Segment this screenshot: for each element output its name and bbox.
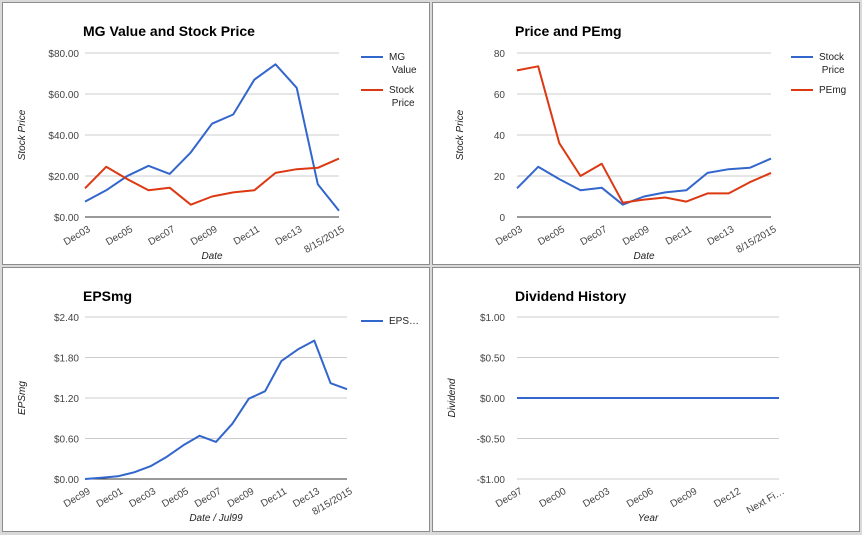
dividend-history-y-tick-label: $0.00 [480, 394, 505, 405]
price-and-pemg-legend-label: PEmg [819, 85, 846, 96]
mg-value-and-stock-price-y-tick-label: $0.00 [54, 213, 79, 224]
mg-value-and-stock-price-y-tick-label: $80.00 [48, 49, 79, 60]
chart-panel-mg-value: MG Value and Stock Price $80.00 $60.00 $40.… [2, 2, 430, 265]
chart-dividend-svg: Dividend History $1.00 $0.50 $0.00 -$0.50 -$1… [447, 288, 787, 524]
price-and-pemg-x-tick-label: Dec03 [494, 224, 525, 248]
mg-value-and-stock-price-series-line-mg-value [84, 63, 340, 212]
dividend-history-y-tick-label: -$0.50 [477, 435, 506, 446]
price-and-pemg-x-tick-label: Dec11 [664, 224, 694, 248]
mg-value-and-stock-price-y-tick-label: $20.00 [48, 172, 79, 183]
price-and-pemg-y-tick-label: 0 [499, 213, 505, 224]
price-and-pemg-legend-label: Stock Price [819, 52, 845, 76]
dividend-history-x-tick-label: Dec12 [712, 486, 743, 510]
chart-mg-value-svg: MG Value and Stock Price $80.00 $60.00 $40.… [17, 23, 417, 262]
mg-value-and-stock-price-x-tick-label: Dec09 [189, 224, 220, 248]
dividend-history-x-tick-label: Next Fi… [745, 486, 787, 516]
mg-value-and-stock-price-x-tick-label: Dec13 [274, 224, 305, 248]
mg-value-and-stock-price-legend-label: MG Value [389, 52, 417, 76]
epsmg-x-tick-label: Dec07 [193, 486, 224, 510]
epsmg-series-line-eps [84, 339, 348, 480]
price-and-pemg-series-line-pemg [516, 65, 772, 204]
epsmg-legend-label: EPS… [389, 316, 419, 327]
price-and-pemg-x-tick-label: 8/15/2015 [734, 224, 778, 256]
mg-value-and-stock-price-x-tick-label: Dec11 [232, 224, 262, 248]
dividend-history-title: Dividend History [515, 288, 626, 304]
price-and-pemg-x-tick-label: Dec13 [706, 224, 737, 248]
mg-value-and-stock-price-x-tick-label: 8/15/2015 [302, 224, 346, 256]
epsmg-x-tick-label: Dec09 [226, 486, 257, 510]
price-and-pemg-y-tick-label: 60 [494, 90, 506, 101]
mg-value-and-stock-price-x-axis-title: Date [201, 251, 223, 262]
dividend-history-y-axis-title: Dividend [447, 378, 458, 417]
dividend-history-x-tick-label: Dec97 [494, 486, 525, 510]
mg-value-and-stock-price-y-tick-label: $40.00 [48, 131, 79, 142]
dividend-history-y-tick-label: $0.50 [480, 354, 505, 365]
dividend-history-x-tick-label: Dec06 [625, 486, 656, 510]
epsmg-x-tick-label: Dec05 [160, 486, 191, 510]
mg-value-and-stock-price-x-tick-label: Dec07 [147, 224, 178, 248]
dividend-history-x-tick-label: Dec00 [538, 486, 569, 510]
epsmg-x-tick-label: Dec99 [62, 486, 93, 510]
epsmg-x-axis-title: Date / Jul99 [189, 513, 243, 524]
price-and-pemg-title: Price and PEmg [515, 23, 622, 39]
epsmg-y-tick-label: $0.60 [54, 435, 79, 446]
price-and-pemg-y-tick-label: 80 [494, 49, 506, 60]
price-and-pemg-y-axis-title: Stock Price [455, 109, 466, 160]
epsmg-title: EPSmg [83, 288, 132, 304]
price-and-pemg-series-line-stock-price [516, 157, 772, 206]
epsmg-x-tick-label: Dec11 [259, 486, 289, 510]
epsmg-y-tick-label: $0.00 [54, 475, 79, 486]
price-and-pemg-y-tick-label: 40 [494, 131, 506, 142]
epsmg-y-tick-label: $1.80 [54, 354, 79, 365]
dividend-history-y-tick-label: -$1.00 [477, 475, 506, 486]
dividend-history-y-tick-label: $1.00 [480, 313, 505, 324]
epsmg-y-tick-label: $1.20 [54, 394, 79, 405]
price-and-pemg-x-axis-title: Date [633, 251, 655, 262]
chart-panel-dividend-history: Dividend History $1.00 $0.50 $0.00 -$0.50 -$1… [432, 267, 860, 532]
chart-panel-epsmg: EPSmg $2.40 $1.80 $1.20 $0.60 $0.00 Dec99 Dec01… [2, 267, 430, 532]
chart-panel-price-pemg: Price and PEmg 80 60 40 20 0 Dec03 Dec05 Dec07 De… [432, 2, 860, 265]
dividend-history-x-tick-label: Dec03 [581, 486, 612, 510]
epsmg-x-tick-label: Dec03 [127, 486, 158, 510]
price-and-pemg-y-tick-label: 20 [494, 172, 506, 183]
mg-value-and-stock-price-y-tick-label: $60.00 [48, 90, 79, 101]
mg-value-and-stock-price-x-tick-label: Dec03 [62, 224, 93, 248]
price-and-pemg-x-tick-label: Dec07 [579, 224, 610, 248]
mg-value-and-stock-price-x-tick-label: Dec05 [104, 224, 135, 248]
mg-value-and-stock-price-title: MG Value and Stock Price [83, 23, 255, 39]
epsmg-x-tick-label: Dec01 [95, 486, 126, 510]
dividend-history-x-axis-title: Year [638, 513, 659, 524]
epsmg-y-tick-label: $2.40 [54, 313, 79, 324]
dividend-history-x-tick-label: Dec09 [669, 486, 700, 510]
mg-value-and-stock-price-y-axis-title: Stock Price [17, 109, 28, 160]
mg-value-and-stock-price-legend-label: Stock Price [389, 85, 415, 109]
price-and-pemg-x-tick-label: Dec05 [536, 224, 567, 248]
price-and-pemg-x-tick-label: Dec09 [621, 224, 652, 248]
epsmg-y-axis-title: EPSmg [17, 381, 28, 415]
mg-value-and-stock-price-series-line-stock-price [84, 157, 340, 206]
